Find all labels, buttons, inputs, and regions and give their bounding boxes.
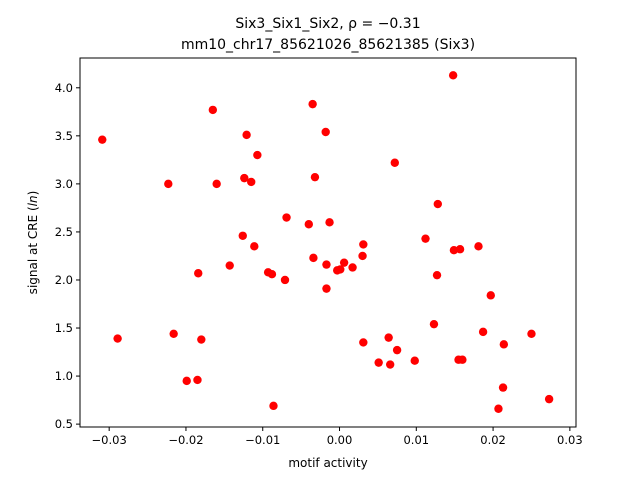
data-point-45 [432, 270, 442, 280]
data-point-13 [242, 130, 251, 140]
x-tick-label-2: −0.01 [245, 433, 280, 447]
data-point-3 [169, 329, 178, 338]
chart-title-line-1: Six3_Six1_Six2, ρ = −0.31 [235, 16, 420, 32]
data-point-21 [282, 213, 291, 222]
y-tick-label-7: 4.0 [55, 81, 73, 95]
x-tick-label-3: 0.00 [327, 433, 353, 447]
data-point-43 [421, 234, 430, 243]
data-point-0 [98, 135, 107, 144]
data-point-25 [310, 172, 320, 182]
data-point-28 [322, 284, 331, 293]
y-tick-label-5: 3.0 [55, 177, 73, 191]
data-point-52 [474, 242, 483, 251]
data-point-19 [269, 401, 278, 411]
x-axis-ticks: −0.03 −0.02 −0.01 0.00 0.01 0.02 0.03 [92, 427, 583, 447]
data-point-38 [384, 333, 393, 342]
data-point-50 [455, 245, 465, 254]
y-axis-label-prefix: signal at CRE ( [26, 206, 40, 294]
x-tick-label-5: 0.02 [480, 433, 506, 447]
data-point-29 [325, 218, 334, 227]
y-tick-label-1: 1.0 [55, 369, 73, 383]
data-point-22 [304, 220, 313, 229]
y-axis-label-italic: ln [26, 195, 40, 206]
data-point-51 [458, 355, 467, 364]
data-point-31 [336, 265, 345, 274]
y-tick-label-4: 2.5 [55, 225, 73, 239]
x-tick-label-1: −0.02 [168, 433, 203, 447]
data-point-12 [240, 173, 249, 183]
data-point-23 [308, 99, 317, 109]
data-points [98, 71, 554, 413]
data-point-16 [253, 150, 262, 160]
y-axis-ticks: 0.5 1.0 1.5 2.0 2.5 3.0 3.5 4.0 [55, 81, 80, 431]
data-point-4 [182, 376, 191, 386]
y-axis-label-suffix: ) [26, 191, 40, 196]
chart-title-line-2: mm10_chr17_85621026_85621385 (Six3) [181, 37, 475, 53]
data-point-40 [390, 158, 399, 167]
x-tick-label-0: −0.03 [92, 433, 127, 447]
data-point-32 [339, 258, 349, 267]
data-point-24 [309, 253, 318, 263]
data-point-59 [544, 394, 554, 404]
data-point-6 [194, 269, 203, 278]
plot-frame [79, 57, 577, 428]
data-point-33 [348, 263, 357, 272]
y-axis-label: signal at CRE (ln) [26, 191, 40, 295]
data-point-11 [238, 231, 247, 240]
data-point-20 [280, 275, 290, 285]
data-point-9 [212, 179, 221, 189]
data-point-26 [321, 127, 330, 137]
data-point-35 [359, 240, 368, 249]
data-point-46 [433, 199, 442, 209]
data-point-18 [267, 270, 277, 279]
data-point-15 [250, 242, 259, 251]
x-axis-label: motif activity [288, 456, 367, 470]
y-tick-label-6: 3.5 [55, 129, 73, 143]
data-point-42 [410, 356, 419, 365]
data-point-39 [385, 360, 395, 369]
data-point-57 [499, 340, 509, 349]
data-point-44 [429, 319, 439, 329]
data-point-36 [359, 338, 368, 347]
data-point-41 [392, 345, 402, 355]
data-point-37 [374, 358, 383, 367]
data-point-54 [486, 291, 495, 300]
data-point-56 [498, 383, 508, 392]
data-point-14 [247, 177, 256, 187]
data-point-10 [225, 261, 234, 270]
data-point-8 [208, 105, 218, 115]
y-tick-label-3: 2.0 [55, 273, 73, 287]
data-point-58 [527, 329, 536, 338]
data-point-5 [193, 375, 202, 385]
x-tick-label-4: 0.01 [403, 433, 429, 447]
data-point-55 [494, 404, 503, 413]
data-point-53 [478, 327, 488, 337]
data-point-1 [113, 334, 122, 343]
y-tick-label-0: 0.5 [55, 417, 73, 431]
y-tick-label-2: 1.5 [55, 321, 73, 335]
data-point-7 [197, 335, 206, 344]
data-point-34 [358, 251, 367, 261]
data-point-2 [164, 179, 173, 189]
plot-area [80, 58, 576, 427]
x-tick-label-6: 0.03 [557, 433, 583, 447]
data-point-27 [322, 260, 331, 269]
data-point-47 [448, 71, 458, 80]
